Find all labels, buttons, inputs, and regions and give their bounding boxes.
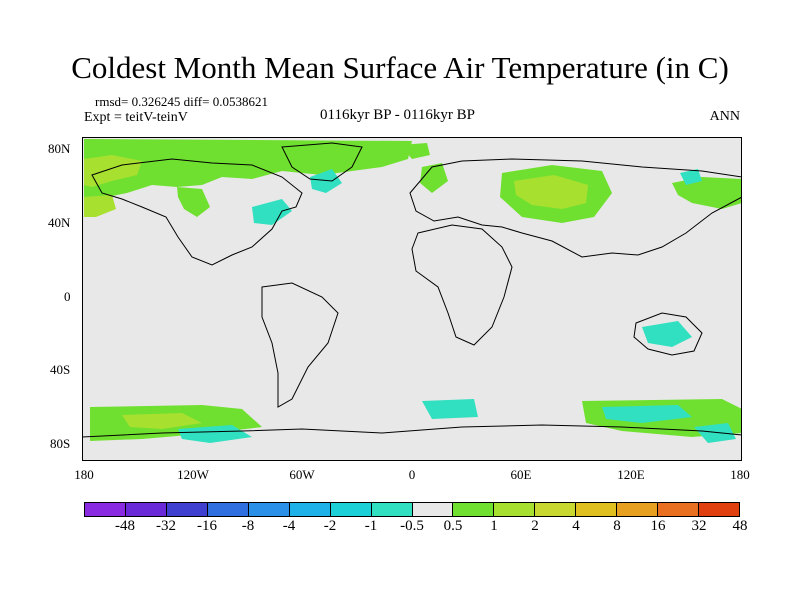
colorbar-swatch [85,503,126,516]
colorbar-swatch [494,503,536,516]
anomaly-southern-west-core [122,413,202,429]
colorbar-swatch [658,503,700,516]
colorbar-swatch [125,503,167,516]
lat-label-0: 0 [64,289,71,304]
anomaly-south-atlantic [422,399,478,419]
lat-label-80s: 80S [50,436,71,451]
colorbar-swatch [248,503,290,516]
anomaly-southern-ocean-core [602,405,692,423]
colorbar-label: 0.5 [443,518,463,534]
anomaly-antarctica-east [694,423,736,443]
lon-label-60e: 60E [510,467,532,482]
colorbar-label: -4 [282,518,296,534]
lon-label-0: 0 [408,467,416,482]
colorbar-swatch [617,503,659,516]
colorbar-swatch [371,503,413,516]
anomaly-east-us [252,199,292,225]
colorbar-label: -8 [241,518,255,534]
colorbar-label: 1 [490,518,498,534]
colorbar-swatch [535,503,577,516]
lat-label-80n: 80N [48,141,71,156]
anomaly-north-atlantic [400,143,430,159]
lon-label-120e: 120E [617,467,645,482]
anomaly-alaska-core [84,155,142,187]
anomaly-arctic-canada [84,139,412,213]
colorbar-label: 4 [572,518,580,534]
colorbar-label: 32 [691,518,707,534]
colorbar-swatch [207,503,249,516]
anomaly-nw-alaska [84,195,116,217]
coastline-europe-asia [409,158,742,258]
anomaly-greenland-east [310,169,342,193]
anomaly-siberia-core [514,175,588,209]
colorbar-swatch [576,503,618,516]
colorbar-swatch [166,503,208,516]
anomaly-australia [642,321,692,347]
colorbar-label: -1 [364,518,378,534]
map-frame [82,137,742,461]
colorbar-label: 8 [613,518,621,534]
coastline-antarctica [82,424,742,438]
anomaly-northeast-asia [672,177,742,209]
colorbar-swatch [289,503,331,516]
colorbar-label: -2 [323,518,337,534]
coastline-australia [633,312,703,356]
anomaly-scandinavia [420,163,448,193]
colorbar-label: -32 [156,518,176,534]
plot-title: Coldest Month Mean Surface Air Temperatu… [71,50,729,85]
lon-label-180e: 180 [730,467,750,482]
colorbar-swatch [453,503,495,516]
coastline-south-america [261,282,339,408]
anomaly-mongolia [680,169,702,185]
lon-label-180w: 180 [74,467,94,482]
lon-label-120w: 120W [177,467,209,482]
temperature-map [82,137,742,461]
colorbar-label: -0.5 [400,518,424,534]
colorbar-swatch [412,503,454,516]
colorbar-swatch [330,503,372,516]
period-text: 0116kyr BP - 0116kyr BP [320,107,476,123]
lon-label-60w: 60W [289,467,315,482]
colorbar-swatch [699,503,739,516]
coastline-africa [411,224,513,346]
colorbar-label: -48 [115,518,135,534]
anomaly-ross-sea [178,425,252,443]
colorbar-label: 16 [650,518,666,534]
colorbar-label: 48 [732,518,748,534]
rmsd-diff-text: rmsd= 0.326245 diff= 0.0538621 [95,94,268,109]
anomaly-canada-south [177,187,210,217]
season-text: ANN [709,109,740,124]
experiment-text: Expt = teitV-teinV [84,110,188,125]
colorbar-label: -16 [197,518,217,534]
coastline-greenland [281,142,363,182]
colorbar [84,502,740,517]
coastline-north-america [91,158,303,266]
colorbar-label: 2 [531,518,539,534]
coastline-layer [82,142,742,438]
lat-label-40s: 40S [50,362,71,377]
lat-label-40n: 40N [48,215,71,230]
